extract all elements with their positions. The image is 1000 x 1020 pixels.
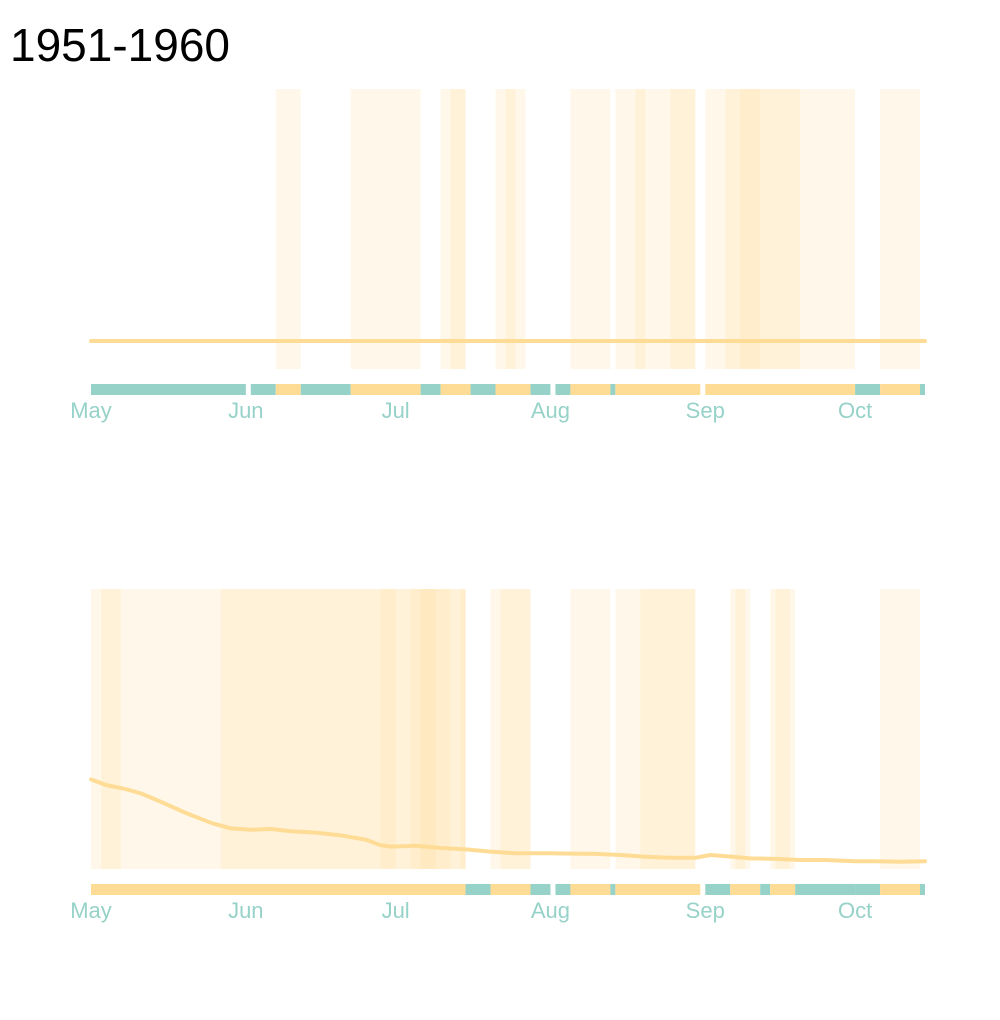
strip-segment: [91, 384, 246, 395]
x-tick-label: Aug: [531, 398, 570, 423]
shaded-band: [175, 589, 466, 869]
shaded-band: [91, 589, 121, 869]
shaded-band: [665, 89, 696, 369]
bottom-chart-panel: May Jun Jul Aug Sep Oct: [70, 589, 927, 923]
status-strip: [91, 384, 925, 395]
strip-segment: [530, 884, 551, 895]
band-group: [275, 89, 921, 369]
shaded-band: [505, 89, 516, 369]
strip-segment: [91, 884, 466, 895]
x-tick-label: May: [70, 898, 112, 923]
x-tick-label: Jun: [228, 898, 263, 923]
shaded-band: [635, 89, 646, 369]
strip-segment: [610, 384, 616, 395]
shaded-band: [775, 589, 791, 869]
shaded-band: [220, 589, 306, 869]
x-tick-label: Sep: [686, 398, 725, 423]
x-tick-label: Jul: [382, 898, 410, 923]
shaded-band: [350, 89, 366, 369]
series-line: [89, 777, 927, 864]
shaded-band: [730, 589, 751, 869]
x-tick-label: Aug: [531, 898, 570, 923]
strip-segment: [730, 884, 761, 895]
strip-segment: [250, 384, 276, 395]
shaded-band: [420, 589, 436, 869]
strip-segment: [920, 884, 925, 895]
strip-segment: [705, 384, 856, 395]
shaded-band: [275, 89, 301, 369]
strip-segment: [855, 884, 881, 895]
shaded-band: [370, 589, 466, 869]
strip-segment: [495, 384, 531, 395]
strip-segment: [490, 884, 531, 895]
top-chart-panel: May Jun Jul Aug Sep Oct: [70, 89, 927, 423]
strip-segment: [555, 884, 571, 895]
strip-segment: [880, 384, 921, 395]
strip-segment: [705, 884, 731, 895]
shaded-band: [100, 589, 121, 869]
shaded-band: [735, 589, 746, 869]
x-tick-label: Sep: [686, 898, 725, 923]
strip-segment: [440, 384, 471, 395]
strip-segment: [470, 384, 496, 395]
strip-segment: [880, 884, 921, 895]
shaded-band: [460, 589, 466, 869]
shaded-band: [640, 589, 696, 869]
shaded-band: [450, 89, 466, 369]
strip-segment: [920, 384, 925, 395]
strip-segment: [760, 884, 771, 895]
strip-segment: [615, 384, 701, 395]
strip-segment: [615, 884, 701, 895]
shaded-band: [725, 89, 761, 369]
x-tick-label: Jun: [228, 398, 263, 423]
shaded-band: [315, 589, 371, 869]
x-tick-label: Oct: [838, 898, 872, 923]
strip-segment: [420, 384, 441, 395]
shaded-band: [365, 89, 421, 369]
status-strip: [91, 884, 925, 895]
shaded-band: [670, 89, 696, 369]
strip-segment: [275, 384, 301, 395]
x-tick-label: Jul: [382, 398, 410, 423]
strip-segment: [795, 884, 856, 895]
strip-segment: [555, 384, 571, 395]
x-tick-label: Oct: [838, 398, 872, 423]
band-group: [91, 589, 921, 869]
shaded-band: [880, 89, 921, 369]
strip-segment: [350, 384, 421, 395]
strip-segment: [770, 884, 796, 895]
strip-segment: [300, 384, 351, 395]
shaded-band: [380, 589, 396, 869]
strip-segment: [610, 884, 616, 895]
shaded-band: [500, 589, 531, 869]
shaded-band: [570, 89, 611, 369]
strip-segment: [570, 884, 611, 895]
shaded-band: [440, 89, 466, 369]
shaded-band: [305, 589, 316, 869]
shaded-band: [120, 589, 176, 869]
chart-title: 1951-1960: [10, 19, 230, 71]
shaded-band: [410, 589, 451, 869]
shaded-band: [705, 89, 856, 369]
strip-segment: [570, 384, 611, 395]
shaded-band: [490, 589, 531, 869]
shaded-band: [495, 89, 526, 369]
strip-segment: [855, 384, 881, 395]
strip-segment: [530, 384, 551, 395]
x-tick-label: May: [70, 398, 112, 423]
shaded-band: [880, 589, 921, 869]
shaded-band: [615, 589, 696, 869]
shaded-band: [770, 589, 796, 869]
strip-segment: [465, 884, 491, 895]
shaded-band: [570, 589, 611, 869]
shaded-band: [740, 89, 801, 369]
shaded-band: [615, 89, 666, 369]
